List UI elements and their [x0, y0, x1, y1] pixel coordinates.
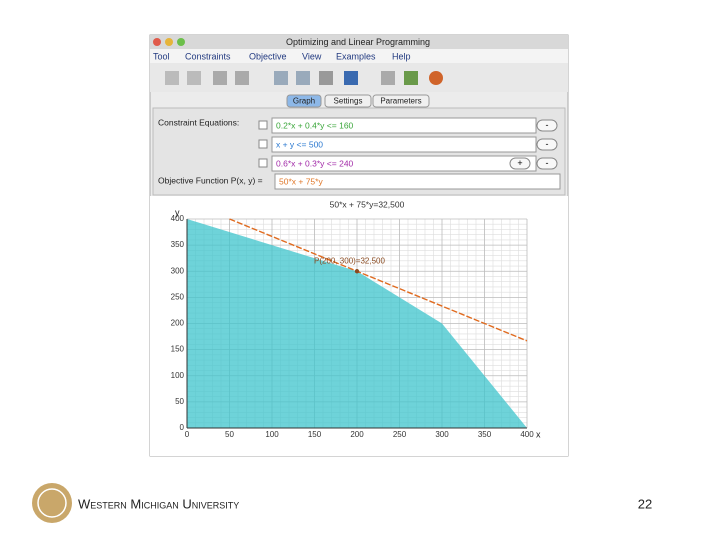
checkbox[interactable]: [258, 139, 268, 149]
x-tick-label: 300: [435, 430, 449, 439]
x-tick-label: 100: [265, 430, 279, 439]
tool-icon[interactable]: [381, 71, 395, 85]
y-tick-label: 300: [171, 266, 185, 275]
tab-label: Settings: [334, 97, 363, 106]
toolbar: [150, 63, 568, 92]
x-tick-label: 150: [308, 430, 322, 439]
checkbox[interactable]: [258, 158, 268, 168]
tab[interactable]: [286, 94, 322, 108]
constraint-input[interactable]: [271, 117, 537, 134]
tab[interactable]: [324, 94, 372, 108]
x-axis-label: x: [536, 429, 541, 439]
zoom-button[interactable]: [177, 38, 185, 46]
y-tick-label: 0: [180, 423, 185, 432]
tool-icon[interactable]: [296, 71, 310, 85]
university-seal-ring: [37, 488, 67, 518]
tool-icon[interactable]: [213, 71, 227, 85]
menu-item[interactable]: Examples: [336, 51, 376, 61]
y-axis-label: y: [175, 207, 180, 217]
remove-button[interactable]: [536, 157, 558, 170]
university-name: Western Michigan University: [78, 496, 239, 511]
x-tick-label: 200: [350, 430, 364, 439]
remove-button-label: -: [546, 120, 549, 130]
y-tick-label: 100: [171, 371, 185, 380]
x-tick-label: 50: [225, 430, 234, 439]
objective-line: [229, 218, 528, 342]
page-number: 22: [638, 496, 652, 511]
title-bar: [150, 35, 568, 49]
tab-label: Parameters: [380, 97, 421, 106]
remove-button[interactable]: [536, 138, 558, 151]
checkbox[interactable]: [258, 120, 268, 130]
menu-item[interactable]: Tool: [153, 51, 170, 61]
tool-icon[interactable]: [187, 71, 201, 85]
x-tick-label: 0: [185, 430, 190, 439]
tab-label: Graph: [293, 97, 315, 106]
tool-icon[interactable]: [429, 71, 443, 85]
objective-text: 50*x + 75*y: [279, 176, 323, 186]
constraint-text: 0.2*x + 0.4*y <= 160: [276, 120, 354, 130]
y-tick-label: 400: [171, 214, 185, 223]
constraint-input[interactable]: [271, 155, 537, 172]
constraint-text: 0.6*x + 0.3*y <= 240: [276, 158, 354, 168]
add-button[interactable]: [509, 157, 531, 170]
objective-label: Objective Function P(x, y) =: [158, 175, 263, 185]
optimal-point: [354, 269, 360, 274]
y-tick-label: 200: [171, 319, 185, 328]
y-tick-label: 350: [171, 240, 185, 249]
constraint-input[interactable]: [271, 136, 537, 153]
tool-icon[interactable]: [404, 71, 418, 85]
menu-item[interactable]: Help: [392, 51, 411, 61]
constraint-text: x + y <= 500: [276, 139, 323, 149]
close-button[interactable]: [153, 38, 161, 46]
remove-button-label: -: [546, 158, 549, 168]
x-tick-label: 250: [393, 430, 407, 439]
menu-item[interactable]: Objective: [249, 51, 287, 61]
menu-item[interactable]: View: [302, 51, 322, 61]
tool-icon[interactable]: [274, 71, 288, 85]
x-tick-label: 350: [478, 430, 492, 439]
tab[interactable]: [372, 94, 430, 108]
remove-button-label: -: [546, 139, 549, 149]
x-tick-label: 400: [520, 430, 534, 439]
remove-button[interactable]: [536, 119, 558, 132]
graph-title: 50*x + 75*y=32,500: [330, 199, 405, 209]
objective-input[interactable]: [274, 173, 561, 190]
y-tick-label: 50: [175, 397, 184, 406]
menu-item[interactable]: Constraints: [185, 51, 231, 61]
menu-bar: [150, 49, 568, 63]
feasible-region: [187, 219, 527, 428]
add-button-label: +: [517, 158, 522, 168]
tool-icon[interactable]: [319, 71, 333, 85]
tool-icon[interactable]: [235, 71, 249, 85]
constraints-label: Constraint Equations:: [158, 117, 239, 127]
window-title: Optimizing and Linear Programming: [286, 37, 430, 47]
y-tick-label: 150: [171, 345, 185, 354]
point-label: P(200, 300)=32,500: [314, 256, 385, 265]
minimize-button[interactable]: [165, 38, 173, 46]
tool-icon[interactable]: [165, 71, 179, 85]
tool-icon[interactable]: [344, 71, 358, 85]
y-tick-label: 250: [171, 292, 185, 301]
